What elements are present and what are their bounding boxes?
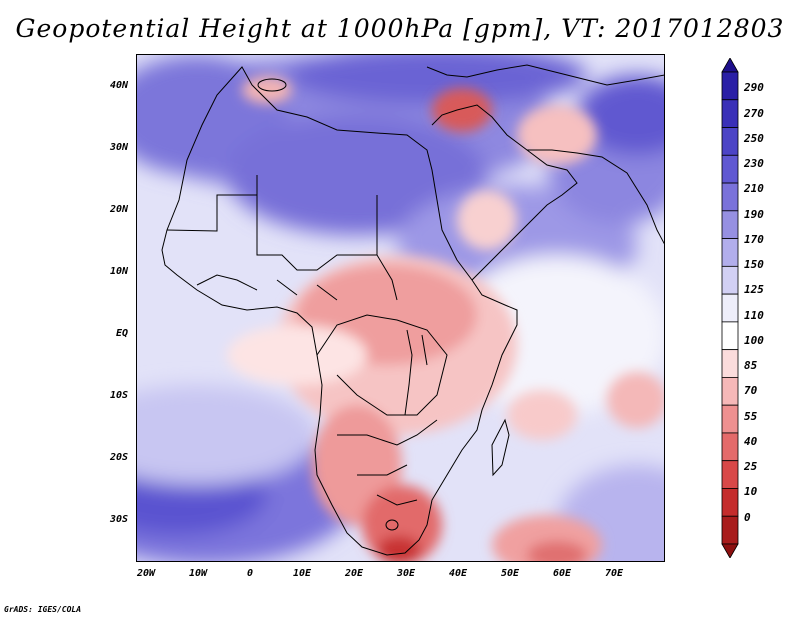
map-panel <box>136 54 665 562</box>
colorbar-segment <box>721 349 739 378</box>
island-outlines <box>257 78 399 531</box>
colorbar-segment <box>721 210 739 239</box>
colorbar-label: 210 <box>744 182 764 195</box>
lat-label: 20S <box>109 452 128 463</box>
colorbar-label: 270 <box>744 107 764 120</box>
lon-label: 40E <box>448 568 468 579</box>
colorbar-label: 150 <box>744 258 764 271</box>
geopotential-field <box>137 55 664 561</box>
red-low-regions <box>227 76 664 561</box>
lon-label: 50E <box>500 568 520 579</box>
colorbar-segment <box>721 321 739 351</box>
lon-label: 70E <box>604 568 624 579</box>
colorbar-label: 190 <box>744 208 764 221</box>
colorbar-label: 230 <box>744 157 764 170</box>
colorbar-label: 100 <box>744 334 764 347</box>
colorbar-label: 250 <box>744 132 764 145</box>
lat-label: 40N <box>109 80 128 91</box>
colorbar-label: 40 <box>744 435 758 448</box>
colorbar-label: 70 <box>744 384 758 397</box>
lon-label: 60E <box>552 568 572 579</box>
coastlines <box>161 64 664 556</box>
colorbar-label: 55 <box>744 410 758 423</box>
lon-label: 20W <box>136 568 156 579</box>
colorbar-segment <box>721 99 739 128</box>
colorbar-label: 290 <box>744 81 764 94</box>
colorbar-segment <box>721 127 739 156</box>
colorbar <box>721 58 739 558</box>
lat-label: EQ <box>115 328 128 339</box>
lat-label: 10N <box>109 266 128 277</box>
colorbar-segment <box>721 460 739 489</box>
colorbar-segment <box>721 515 739 545</box>
colorbar-segment <box>721 265 739 295</box>
lat-label: 20N <box>109 204 128 215</box>
blue-high-regions <box>137 55 664 561</box>
chart-title: Geopotential Height at 1000hPa [gpm], VT… <box>15 14 785 43</box>
colorbar-label: 170 <box>744 233 764 246</box>
colorbar-cap-bottom <box>721 543 739 558</box>
lat-label: 10S <box>109 390 128 401</box>
lat-label: 30S <box>109 514 128 525</box>
lat-label: 30N <box>109 142 128 153</box>
colorbar-label: 25 <box>744 460 758 473</box>
colorbar-label: 110 <box>744 309 764 322</box>
colorbar-segment <box>721 293 739 323</box>
lon-label: 0 <box>246 568 254 579</box>
colorbar-cap-top <box>721 58 739 73</box>
colorbar-segment <box>721 377 739 406</box>
colorbar-segment <box>721 432 739 462</box>
colorbar-label: 0 <box>744 511 751 524</box>
colorbar-segment <box>721 182 739 212</box>
colorbar-segment <box>721 238 739 267</box>
colorbar-label: 10 <box>744 485 758 498</box>
lon-label: 30E <box>396 568 416 579</box>
colorbar-label: 85 <box>744 359 758 372</box>
lon-label: 10W <box>188 568 208 579</box>
colorbar-label: 125 <box>744 283 764 296</box>
lon-label: 20E <box>344 568 364 579</box>
credit-text: GrADS: IGES/COLA <box>4 605 82 614</box>
colorbar-segment <box>721 154 739 184</box>
colorbar-segment <box>721 488 739 517</box>
lon-label: 10E <box>292 568 312 579</box>
colorbar-segment <box>721 71 739 101</box>
colorbar-segment <box>721 404 739 434</box>
